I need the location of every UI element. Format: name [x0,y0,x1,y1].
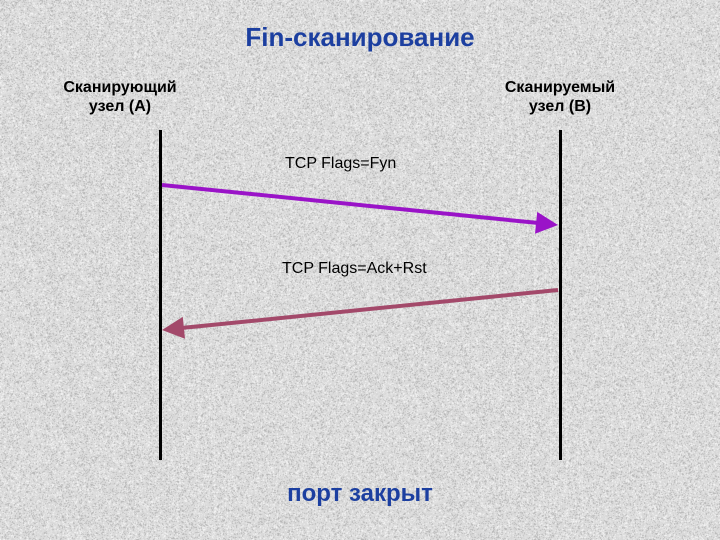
diagram-footer: порт закрыт [0,480,720,508]
diagram-title: Fin-сканирование [0,22,720,53]
lifeline-b [559,130,562,460]
node-a-label: Сканирующий узел (А) [20,78,220,116]
node-b-label: Сканируемый узел (В) [460,78,660,116]
lifeline-a [159,130,162,460]
node-b-label-line2: узел (В) [529,98,591,115]
node-a-label-line2: узел (А) [89,98,151,115]
node-b-label-line1: Сканируемый [505,79,615,96]
arrow-label-ackrst: TCP Flags=Ack+Rst [282,260,427,278]
node-a-label-line1: Сканирующий [63,79,176,96]
arrow-label-fyn: TCP Flags=Fyn [285,155,396,173]
diagram-stage: Fin-сканирование Сканирующий узел (А) Ск… [0,0,720,540]
